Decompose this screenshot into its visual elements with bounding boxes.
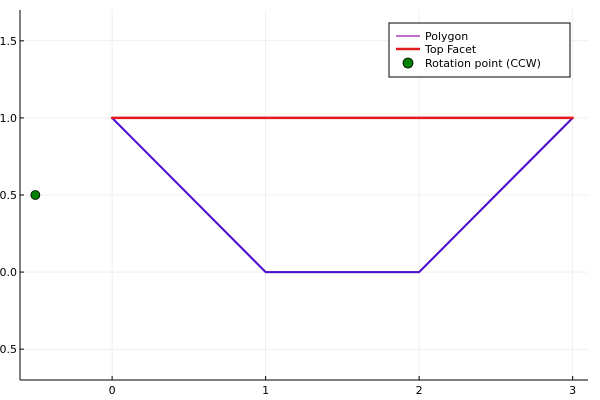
legend-label-top-facet: Top Facet <box>424 43 477 56</box>
rotation-point-marker-0 <box>30 190 41 200</box>
x-tick-label-1: 1 <box>262 384 269 397</box>
x-tick-label-2: 2 <box>416 384 423 397</box>
x-tick-label-0: 0 <box>109 384 116 397</box>
x-tick-label-3: 3 <box>569 384 576 397</box>
tick-labels: 0 1 2 3 -0.5 0.0 0.5 1.0 1.5 <box>0 35 576 397</box>
y-tick-label-0: -0.5 <box>0 343 17 356</box>
series-layer <box>30 116 574 274</box>
y-tick-label-3: 1.0 <box>0 112 17 125</box>
legend-label-polygon: Polygon <box>425 30 468 43</box>
legend: Polygon Top Facet Rotation point (CCW) <box>388 22 571 78</box>
legend-marker-rotation-point <box>402 57 414 69</box>
legend-label-rotation-point: Rotation point (CCW) <box>425 57 541 70</box>
y-tick-label-2: 0.5 <box>0 189 17 202</box>
series-polygon-overlay-line <box>111 116 574 274</box>
y-tick-label-4: 1.5 <box>0 35 17 48</box>
axes <box>19 10 588 381</box>
y-tick-label-1: 0.0 <box>0 266 17 279</box>
